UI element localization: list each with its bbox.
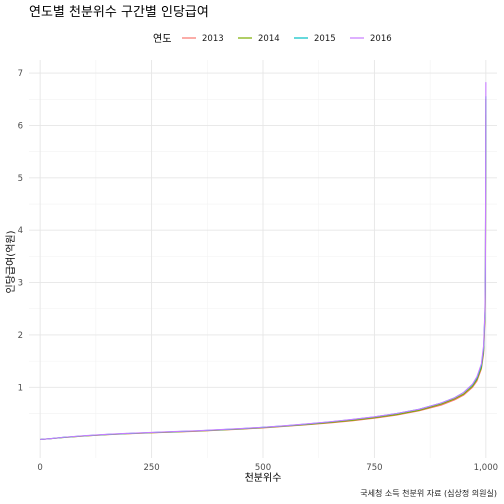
legend-label-2013: 2013 <box>202 34 224 44</box>
x-tick-label: 250 <box>143 463 159 473</box>
x-tick-label: 1,000 <box>474 463 498 473</box>
y-tick-label: 3 <box>18 279 23 289</box>
chart-title: 연도별 천분위수 구간별 인당급여 <box>29 5 209 20</box>
legend-item-2016: 2016 <box>350 34 392 44</box>
y-tick-label: 7 <box>18 69 23 79</box>
x-tick-label: 0 <box>37 463 42 473</box>
legend: 연도 2013 2014 2015 2016 <box>153 33 392 45</box>
legend-item-2014: 2014 <box>238 34 280 44</box>
legend-label-2016: 2016 <box>370 34 392 44</box>
y-tick-label: 1 <box>18 383 23 393</box>
legend-label-2014: 2014 <box>258 34 280 44</box>
y-tick-label: 6 <box>18 121 23 131</box>
x-tick-label: 500 <box>255 463 271 473</box>
x-tick-label: 750 <box>366 463 382 473</box>
legend-title: 연도 <box>153 33 171 45</box>
legend-item-2015: 2015 <box>294 34 336 44</box>
legend-label-2015: 2015 <box>314 34 336 44</box>
series-line-2016 <box>40 81 487 440</box>
y-tick-label: 2 <box>18 331 23 341</box>
plot-area: 0 250 500 750 1,000 1 2 3 4 5 6 7 <box>18 60 498 473</box>
chart-caption: 국세청 소득 천분위 자료 (심상정 의원실) <box>360 488 497 498</box>
y-tick-label: 4 <box>18 226 23 236</box>
x-axis-title: 천분위수 <box>245 471 282 484</box>
y-axis-title: 인당급여(억원) <box>5 230 17 293</box>
legend-item-2013: 2013 <box>182 34 224 44</box>
y-tick-label: 5 <box>18 174 23 184</box>
